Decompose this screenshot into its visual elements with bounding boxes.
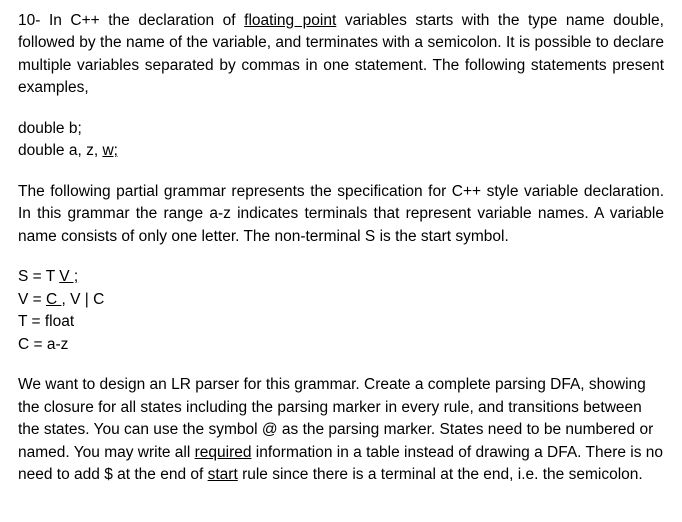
grammar-rule-C: C = a-z <box>18 334 664 356</box>
question-document: 10- In C++ the declaration of floating p… <box>0 0 682 522</box>
rule-v-underline: C , <box>46 291 66 308</box>
code-line-2-before: double a, z, <box>18 142 102 159</box>
task-text-c: rule since there is a terminal at the en… <box>238 466 643 483</box>
rule-v-before: V = <box>18 291 46 308</box>
code-line-1: double b; <box>18 118 664 140</box>
rule-v-after: V | C <box>66 291 104 308</box>
grammar-rule-V: V = C , V | C <box>18 289 664 311</box>
intro-underline-floating-point: floating point <box>244 12 336 29</box>
code-line-2-underline: w; <box>102 142 118 159</box>
intro-text-before: 10- In C++ the declaration of <box>18 12 244 29</box>
grammar-rule-S: S = T V ; <box>18 266 664 288</box>
grammar-intro-paragraph: The following partial grammar represents… <box>18 181 664 248</box>
grammar-rules: S = T V ; V = C , V | C T = float C = a-… <box>18 266 664 356</box>
task-paragraph: We want to design an LR parser for this … <box>18 374 664 486</box>
intro-paragraph: 10- In C++ the declaration of floating p… <box>18 10 664 100</box>
code-line-2: double a, z, w; <box>18 140 664 162</box>
grammar-rule-T: T = float <box>18 311 664 333</box>
example-code-block: double b; double a, z, w; <box>18 118 664 163</box>
rule-s-before: S = T <box>18 268 59 285</box>
task-underline-required: required <box>195 444 252 461</box>
rule-s-underline: V ; <box>59 268 78 285</box>
task-underline-start: start <box>208 466 238 483</box>
